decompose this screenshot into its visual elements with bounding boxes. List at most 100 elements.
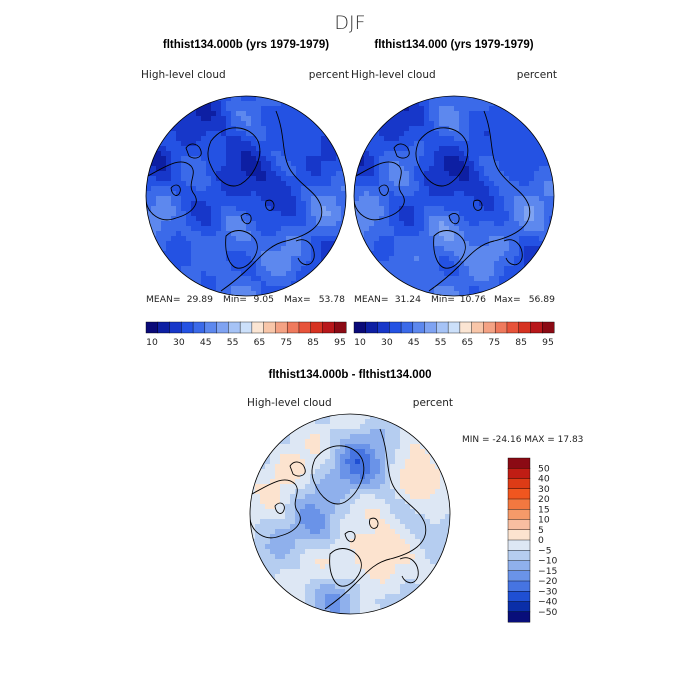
panel-a-field-cell	[211, 106, 217, 112]
panel-a-field-cell	[236, 241, 242, 247]
panel-b-field-cell	[504, 116, 510, 122]
panel-c-field-cell	[420, 539, 426, 545]
panel-a-field-cell	[191, 236, 197, 242]
panel-c-field-cell	[360, 464, 366, 470]
panel-b-field-cell	[449, 236, 455, 242]
panel-c-field-cell	[280, 479, 286, 485]
panel-b-field-cell	[469, 106, 475, 112]
panel-c-field-cell	[355, 599, 361, 605]
panel-c-field-cell	[310, 424, 316, 430]
panel-b-field-cell	[549, 191, 554, 197]
panel-c-field-cell	[320, 474, 326, 480]
panel-a-field-cell	[221, 261, 227, 267]
panel-a-units-label: percent	[309, 69, 349, 81]
panel-a-field-cell	[166, 201, 172, 207]
panel-b-field-cell	[509, 121, 515, 127]
panel-a-field-cell	[176, 141, 182, 147]
panel-c-field-cell	[365, 494, 371, 500]
panel-a-field-cell	[216, 231, 222, 237]
panel-b-field-cell	[494, 201, 500, 207]
panel-c-field-cell	[405, 444, 411, 450]
panel-c-colorbar-box	[507, 509, 531, 521]
panel-b-field-cell	[469, 216, 475, 222]
panel-c-field-cell	[265, 509, 271, 515]
panel-a-field-cell	[176, 131, 182, 137]
panel-c-field-cell	[430, 554, 436, 560]
panel-a-field-cell	[201, 171, 207, 177]
panel-a-field-cell	[316, 141, 322, 147]
panel-a-field-cell	[286, 181, 292, 187]
panel-b-field-cell	[439, 276, 445, 282]
panel-b-field-cell	[399, 206, 405, 212]
panel-c-field-cell	[325, 494, 331, 500]
panel-c-field-cell	[355, 469, 361, 475]
panel-c-field-cell	[250, 504, 256, 510]
panel-a-field-cell	[306, 206, 312, 212]
panel-a-field-cell	[331, 156, 337, 162]
panel-a-field-cell	[226, 161, 232, 167]
coastline-path	[146, 161, 197, 221]
panel-a-field-cell	[251, 161, 257, 167]
panel-b-field-cell	[494, 186, 500, 192]
panel-c-field-cell	[370, 599, 376, 605]
panel-c-field-cell	[420, 444, 426, 450]
panel-b-field-cell	[444, 281, 450, 287]
panel-b-field-cell	[419, 201, 425, 207]
panel-a-field-cell	[236, 101, 242, 107]
panel-b-field-cell	[494, 281, 500, 287]
panel-b-field-cell	[454, 276, 460, 282]
panel-a-field-cell	[176, 211, 182, 217]
panel-a-field-cell	[256, 166, 262, 172]
panel-a-field-cell	[201, 146, 207, 152]
panel-c-field-cell	[375, 489, 381, 495]
panel-b-field-cell	[499, 176, 505, 182]
panel-b-field-cell	[389, 206, 395, 212]
panel-b-field-cell	[404, 151, 410, 157]
panel-a-field-cell	[146, 211, 152, 217]
panel-b-field-cell	[494, 196, 500, 202]
panel-b-field-cell	[524, 191, 530, 197]
panel-a-field-cell	[186, 201, 192, 207]
panel-c-field-cell	[390, 504, 396, 510]
panel-a-field-cell	[236, 131, 242, 137]
panel-a-field-cell	[216, 186, 222, 192]
panel-a-field-cell	[291, 226, 297, 232]
panel-a-field-cell	[231, 126, 237, 132]
panel-b-field-cell	[414, 246, 420, 252]
panel-c-field-cell	[355, 559, 361, 565]
panel-c-field-cell	[275, 484, 281, 490]
panel-b-field-cell	[454, 291, 460, 296]
panel-c-field-cell	[320, 569, 326, 575]
panel-a-field-cell	[226, 141, 232, 147]
panel-b-field-cell	[509, 136, 515, 142]
panel-c-colorbar-box	[507, 570, 531, 582]
panel-a-field-cell	[166, 231, 172, 237]
panel-a-field-cell	[146, 181, 152, 187]
panel-b-field-cell	[484, 196, 490, 202]
panel-c-field-cell	[345, 569, 351, 575]
panel-c-field-cell	[380, 539, 386, 545]
panel-a-field-cell	[176, 161, 182, 167]
panel-c-field-cell	[390, 464, 396, 470]
panel-a-field-cell	[266, 101, 272, 107]
panel-c-field-cell	[290, 529, 296, 535]
panel-b-field-cell	[359, 146, 365, 152]
panel-a-field-cell	[161, 201, 167, 207]
panel-c-field-cell	[255, 464, 261, 470]
panel-c-field-cell	[415, 559, 421, 565]
panel-c-field-cell	[345, 504, 351, 510]
panel-c-field-cell	[310, 549, 316, 555]
panel-a-field-cell	[241, 151, 247, 157]
panel-a-field-cell	[166, 256, 172, 262]
panel-c-field-cell	[255, 519, 261, 525]
panel-a-field-cell	[306, 256, 312, 262]
panel-a-field-cell	[196, 211, 202, 217]
panel-c-field-cell	[320, 579, 326, 585]
panel-a-field-cell	[201, 236, 207, 242]
panel-a-field-cell	[186, 231, 192, 237]
panel-a-colorbar-box	[169, 321, 182, 334]
panel-a-field-cell	[166, 136, 172, 142]
panel-b-field-cell	[359, 176, 365, 182]
panel-c-field-cell	[260, 539, 266, 545]
panel-b-field-cell	[439, 201, 445, 207]
